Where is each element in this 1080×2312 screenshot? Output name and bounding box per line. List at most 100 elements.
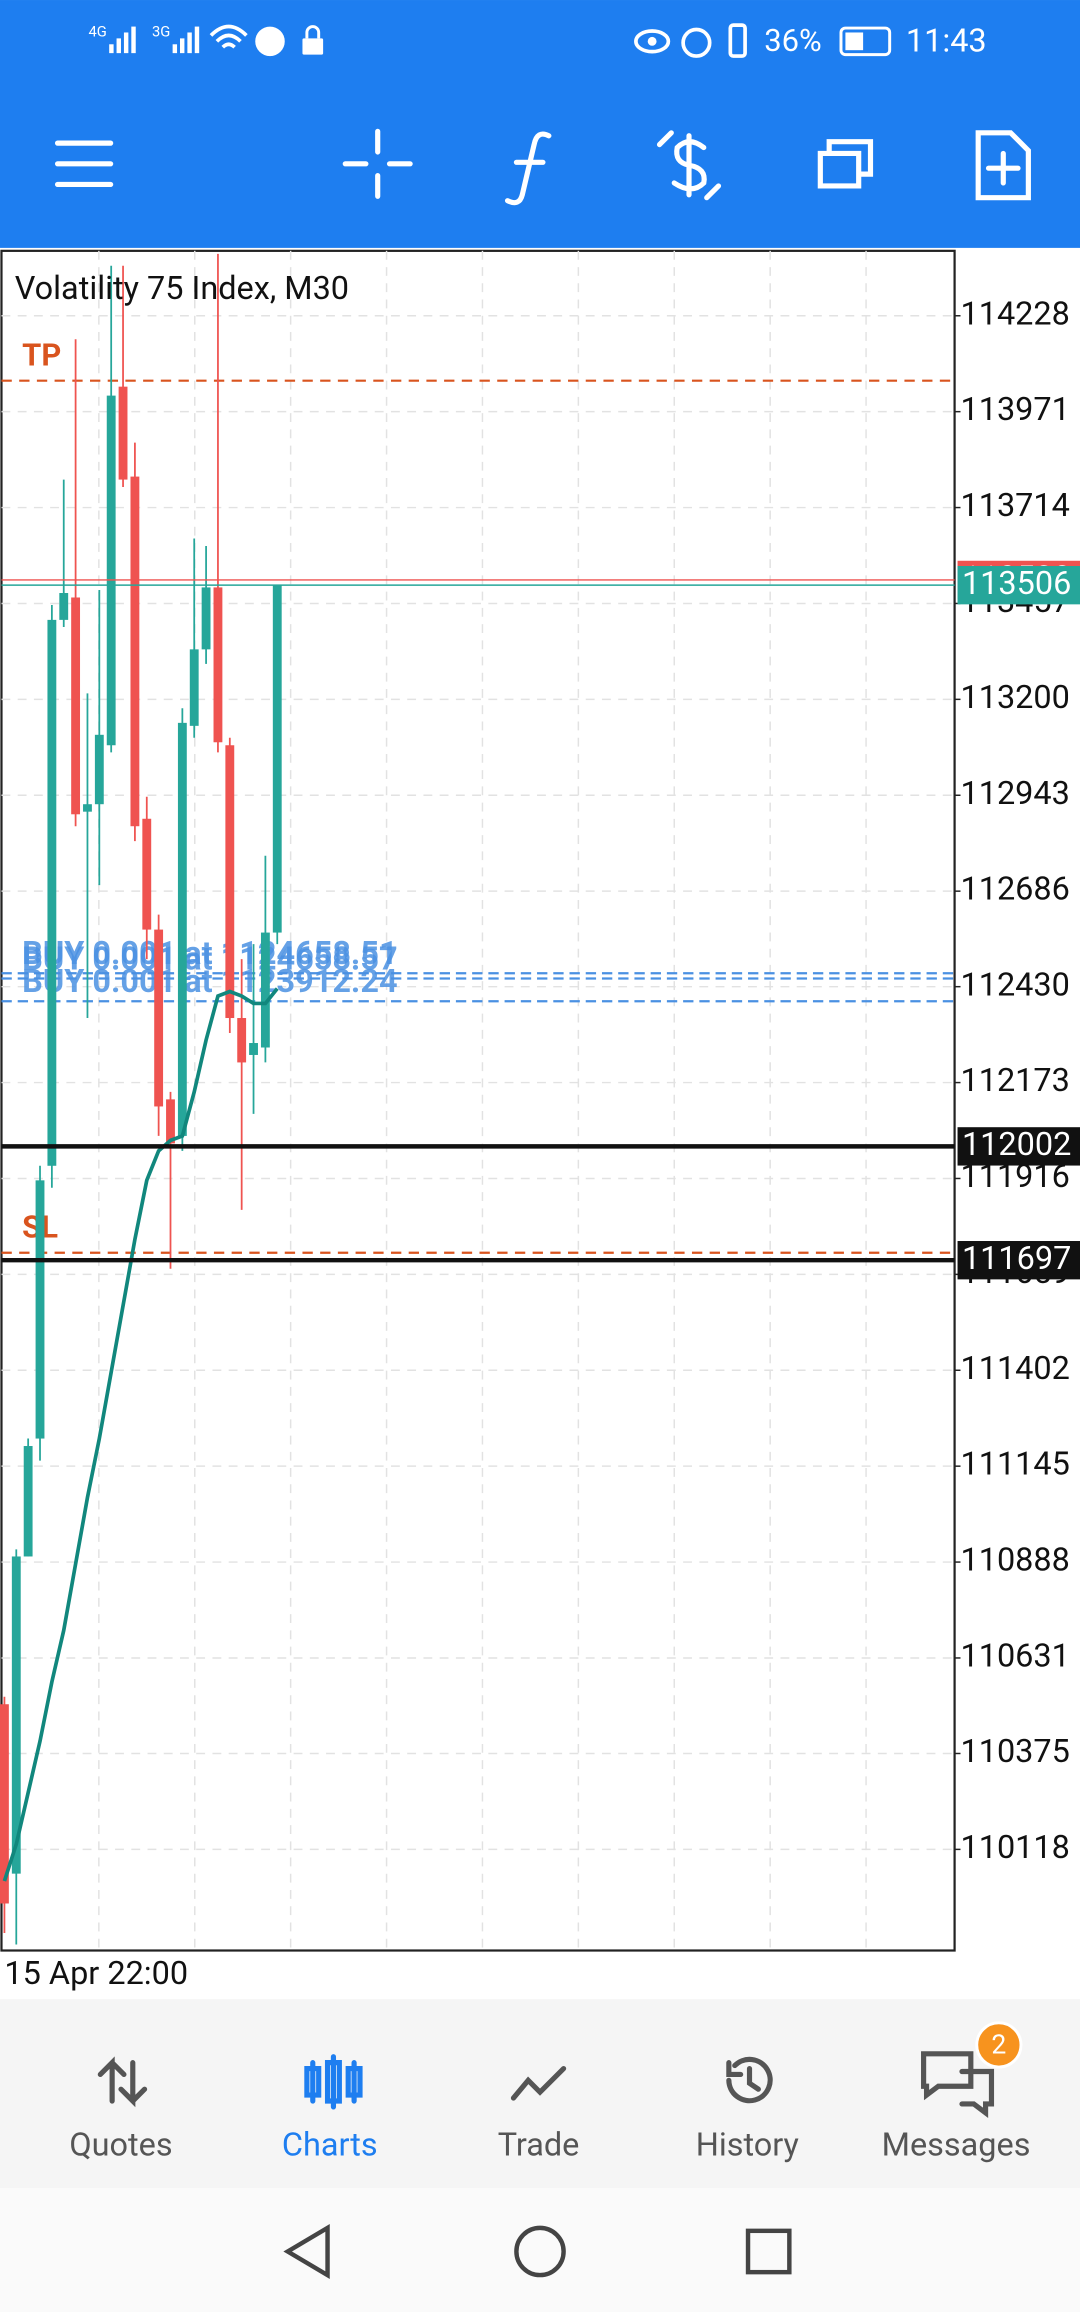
price-label: 113714: [960, 486, 1069, 524]
back-button[interactable]: [283, 2224, 330, 2279]
alarm-icon: [681, 27, 712, 58]
recents-button[interactable]: [745, 2228, 792, 2275]
chart-area[interactable]: 1142281139711137141134571132001129431126…: [0, 250, 1080, 1951]
lock-icon: [302, 38, 324, 55]
time-label: 15 Apr 22:00: [4, 1954, 188, 1992]
candle-body: [272, 585, 282, 933]
price-label: 112943: [960, 774, 1069, 812]
clock: 11:43: [906, 21, 987, 59]
price-label: 111402: [960, 1349, 1069, 1387]
price-label: 114228: [960, 294, 1069, 332]
battery-icon: [839, 26, 892, 57]
candle-body: [225, 745, 235, 1019]
candle-body: [35, 1180, 45, 1439]
toolbar: [54, 128, 1031, 206]
candle-body: [189, 649, 199, 726]
chart-frame: [0, 249, 956, 1952]
trade-button[interactable]: [656, 130, 722, 201]
tab[interactable]: Charts: [282, 2054, 378, 2164]
tab-icon: [304, 2054, 363, 2110]
tab[interactable]: Trade: [498, 2065, 580, 2164]
level-label: TP: [22, 336, 61, 373]
order-label: BUY 0.001 at 1123912.24: [22, 962, 397, 1000]
battery-level: [845, 32, 864, 51]
signal-bar: [116, 38, 121, 54]
order-label: BUY 0.001 at 1124658.57: [22, 939, 397, 977]
new-order-button[interactable]: [975, 130, 1031, 201]
candle-body: [142, 818, 152, 930]
vibrate-icon: [728, 23, 747, 58]
menu-button[interactable]: [54, 140, 114, 188]
price-tag-label: 113506: [962, 564, 1071, 602]
tab-icon: [510, 2065, 567, 2101]
system-buttons: [283, 2224, 792, 2279]
tab[interactable]: History: [696, 2056, 799, 2163]
crosshair-button[interactable]: [342, 128, 413, 199]
signal-bar: [172, 44, 178, 54]
candle-body: [106, 395, 116, 746]
price-label: 112173: [960, 1061, 1069, 1099]
price-label: 111145: [960, 1445, 1069, 1483]
candle-body: [11, 1556, 21, 1874]
home-button[interactable]: [514, 2225, 566, 2278]
tab-label: Messages: [882, 2125, 1031, 2163]
tab-label: History: [696, 2125, 799, 2163]
tab-label: Charts: [282, 2125, 378, 2163]
price-label: 112430: [960, 965, 1069, 1003]
candle-body: [177, 722, 187, 1136]
candle-body: [213, 587, 223, 743]
price-label: 113200: [960, 678, 1069, 716]
candle-body: [249, 1043, 258, 1055]
candle-body: [237, 1018, 247, 1063]
candle-body: [118, 386, 128, 480]
price-label: 110375: [960, 1732, 1069, 1770]
candle-body: [83, 804, 92, 812]
price-label: 110631: [960, 1637, 1069, 1675]
tab-icon: [97, 2056, 148, 2108]
tab-icon: [726, 2056, 773, 2104]
candle-body: [0, 1704, 9, 1904]
price-label: 113971: [960, 390, 1069, 428]
price-label: 112686: [960, 870, 1069, 908]
candle-body: [260, 932, 270, 1048]
network-label: 3G: [152, 22, 170, 40]
price-tag: [957, 565, 1080, 605]
candle-body: [47, 619, 57, 1166]
price-label: 110888: [960, 1541, 1069, 1579]
signal-bar: [194, 26, 200, 54]
price-label: 110118: [960, 1828, 1069, 1866]
badge: [975, 2021, 1023, 2069]
signal-bar: [180, 38, 185, 54]
system-nav: [0, 2188, 1080, 2312]
app-icon: [255, 26, 285, 57]
signal-bar: [187, 32, 192, 54]
tab-icon: [921, 2051, 995, 2118]
signal-bar: [131, 26, 136, 54]
tab[interactable]: Messages: [882, 2051, 1031, 2164]
candle-body: [201, 587, 211, 650]
candle-body: [130, 476, 140, 827]
candle-body: [154, 929, 164, 1107]
tab-label: Trade: [498, 2125, 580, 2163]
battery-percent: 36%: [764, 22, 822, 59]
network-label: 4G: [89, 22, 107, 40]
tab-label: Quotes: [69, 2125, 172, 2163]
windows-button[interactable]: [817, 139, 874, 189]
moving-average: [2, 987, 279, 1882]
status-icons: 4G 3G 36% 11:43: [89, 21, 987, 59]
lock-shackle: [305, 25, 321, 39]
eye-pupil: [647, 36, 657, 46]
candle-body: [166, 1099, 175, 1144]
tab[interactable]: Quotes: [69, 2056, 173, 2164]
candle-body: [23, 1446, 33, 1557]
candle-body: [94, 734, 104, 805]
indicators-button[interactable]: [504, 131, 552, 206]
wifi-icon: [209, 24, 248, 49]
eye-icon: [634, 29, 671, 54]
order-label: BUY 0.001 at 1124658.51: [22, 934, 397, 972]
badge-count: 2: [991, 2029, 1006, 2060]
chart-title: Volatility 75 Index, M30: [15, 269, 349, 307]
signal-bar: [109, 44, 114, 54]
